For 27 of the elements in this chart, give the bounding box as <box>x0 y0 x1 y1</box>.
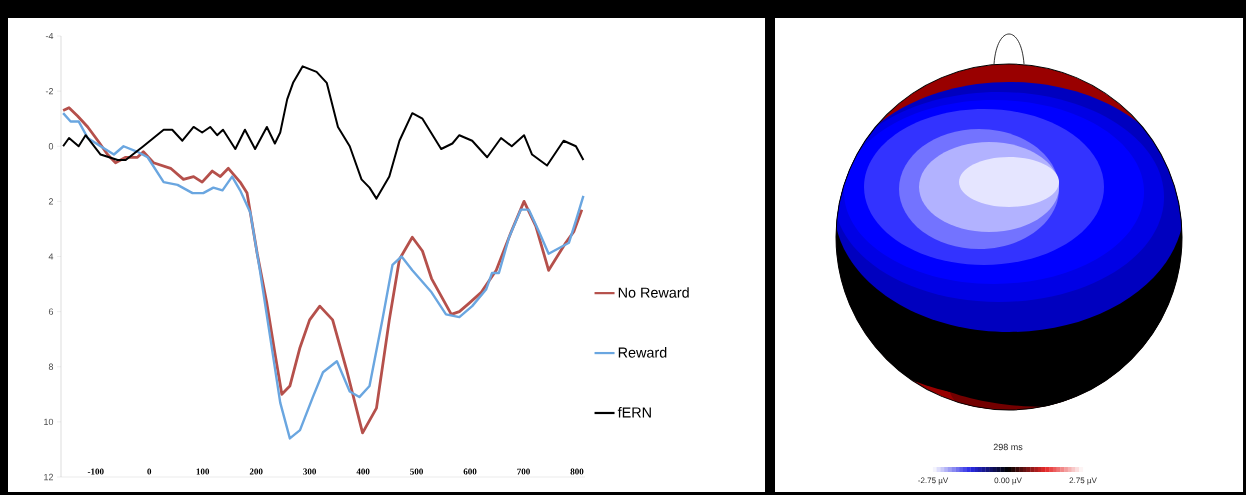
line-series <box>62 65 585 200</box>
legend-label: fERN <box>617 407 651 418</box>
text: -2.75 µV <box>918 477 949 485</box>
y-tick-label: 10 <box>44 418 54 426</box>
y-tick-label: -4 <box>45 32 54 40</box>
text: 2.75 µV <box>1069 477 1097 485</box>
y-tick-label: 12 <box>44 473 54 481</box>
y-tick-label: 8 <box>48 363 54 370</box>
text: 0.00 µV <box>994 477 1022 485</box>
x-tick-label: 0 <box>147 468 152 475</box>
text: 298 ms <box>993 443 1023 451</box>
y-tick-label: 6 <box>48 308 54 315</box>
x-tick-label: 700 <box>517 468 530 475</box>
x-tick-label: 300 <box>303 468 317 475</box>
legend-label: No Reward <box>618 287 689 298</box>
legend-label: Reward <box>618 347 667 358</box>
x-tick-label: 400 <box>356 468 370 475</box>
x-tick-label: 100 <box>196 468 210 475</box>
y-tick-label: -2 <box>45 87 54 95</box>
x-tick-label: 500 <box>410 468 423 475</box>
y-tick-label: 4 <box>48 253 54 260</box>
x-tick-label: -100 <box>87 468 104 475</box>
x-tick-label: 600 <box>463 468 477 475</box>
x-tick-label: 200 <box>249 468 263 475</box>
x-tick-label: 800 <box>570 468 584 475</box>
y-tick-label: 2 <box>48 198 54 205</box>
y-tick-label: 0 <box>48 143 54 150</box>
